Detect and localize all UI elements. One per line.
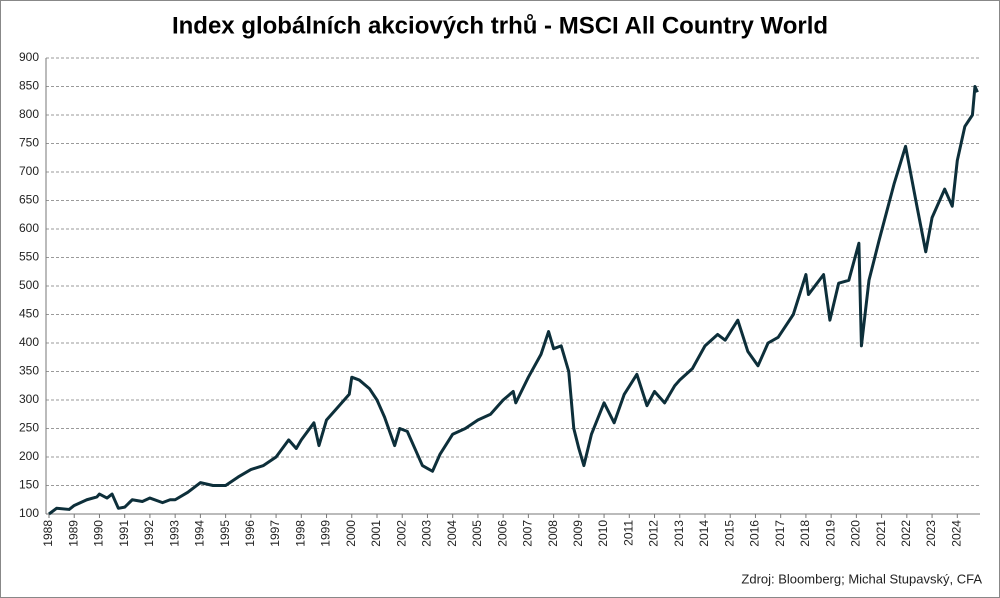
x-tick-label: 2001 (369, 520, 383, 547)
x-tick-label: 2013 (672, 520, 686, 547)
x-tick-label: 2016 (748, 520, 762, 547)
x-tick-label: 2011 (621, 520, 635, 546)
x-tick-label: 1989 (66, 520, 80, 547)
x-tick-label: 2005 (470, 520, 484, 547)
x-tick-label: 2009 (571, 520, 585, 547)
x-tick-label: 2024 (949, 520, 963, 547)
source-note: Zdroj: Bloomberg; Michal Stupavský, CFA (741, 571, 982, 586)
y-tick-label: 650 (19, 193, 39, 207)
x-tick-label: 1999 (319, 520, 333, 547)
x-tick-label: 2012 (647, 520, 661, 547)
y-tick-label: 150 (19, 478, 39, 492)
chart-title: Index globálních akciových trhů - MSCI A… (172, 12, 828, 39)
y-tick-label: 850 (19, 79, 39, 93)
x-tick-label: 1990 (92, 520, 106, 547)
x-tick-label: 1992 (142, 520, 156, 547)
x-tick-label: 2006 (495, 520, 509, 547)
y-tick-label: 600 (19, 221, 39, 235)
x-tick-label: 1998 (293, 520, 307, 547)
y-tick-label: 750 (19, 136, 39, 150)
x-tick-label: 2000 (344, 520, 358, 547)
x-tick-label: 2021 (874, 520, 888, 547)
y-tick-label: 350 (19, 364, 39, 378)
x-tick-label: 1988 (41, 520, 55, 547)
y-tick-label: 450 (19, 307, 39, 321)
y-tick-label: 800 (19, 107, 39, 121)
x-tick-label: 2008 (546, 520, 560, 547)
x-tick-label: 1994 (193, 520, 207, 547)
x-tick-label: 2023 (924, 520, 938, 547)
x-tick-label: 2004 (445, 520, 459, 547)
y-tick-label: 200 (19, 449, 39, 463)
x-tick-label: 2010 (596, 520, 610, 547)
y-tick-label: 900 (19, 50, 39, 64)
x-tick-label: 2019 (823, 520, 837, 547)
x-tick-label: 2022 (899, 520, 913, 547)
x-tick-label: 2018 (798, 520, 812, 547)
x-tick-label: 2020 (849, 520, 863, 547)
x-tick-label: 2003 (420, 520, 434, 547)
x-tick-label: 1991 (117, 520, 131, 547)
x-tick-label: 2002 (394, 520, 408, 547)
y-tick-label: 250 (19, 421, 39, 435)
y-tick-label: 400 (19, 335, 39, 349)
x-tick-label: 2014 (697, 520, 711, 547)
x-tick-label: 2015 (722, 520, 736, 547)
x-tick-label: 2017 (773, 520, 787, 547)
y-tick-label: 100 (19, 506, 39, 520)
x-tick-label: 1997 (268, 520, 282, 547)
x-tick-label: 2007 (521, 520, 535, 547)
x-tick-label: 1993 (167, 520, 181, 547)
y-tick-label: 300 (19, 392, 39, 406)
x-tick-label: 1996 (243, 520, 257, 547)
y-tick-label: 700 (19, 164, 39, 178)
x-tick-label: 1995 (218, 520, 232, 547)
y-tick-label: 500 (19, 278, 39, 292)
index-line (48, 85, 979, 516)
y-tick-label: 550 (19, 250, 39, 264)
